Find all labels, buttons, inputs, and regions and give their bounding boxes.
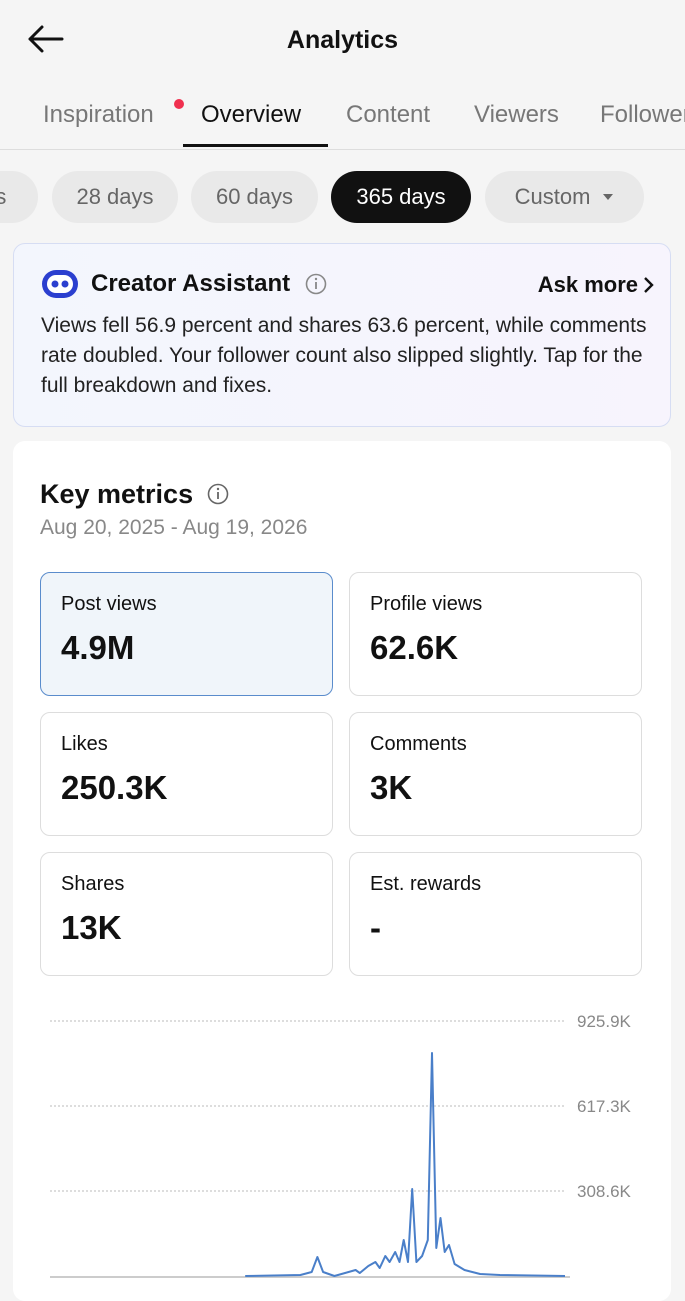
tab[interactable]: Content <box>346 101 431 128</box>
tab[interactable]: Followers <box>600 101 685 128</box>
metric-label: Post views <box>61 593 157 615</box>
date-range: Aug 20, 2025 - Aug 19, 2026 <box>40 516 308 539</box>
y-tick-label: 308.6K <box>577 1182 632 1201</box>
range-label: 365 days <box>356 184 446 209</box>
assistant-title: Creator Assistant <box>91 270 291 297</box>
range-chip[interactable]: 7 days <box>0 171 38 223</box>
metric-value: - <box>370 909 381 946</box>
info-icon[interactable] <box>304 272 328 296</box>
metric-label: Shares <box>61 873 125 895</box>
metric-tile[interactable]: Post views 4.9M <box>40 572 333 696</box>
metrics-title: Key metrics <box>40 479 194 509</box>
assistant-text: Views fell 56.9 percent and shares 63.6 … <box>41 314 647 397</box>
info-icon[interactable] <box>206 482 230 506</box>
metric-label: Profile views <box>370 593 483 615</box>
divider <box>0 149 685 150</box>
metric-tile[interactable]: Shares 13K <box>40 852 333 976</box>
metric-label: Likes <box>61 733 108 755</box>
metric-tile[interactable]: Comments 3K <box>349 712 642 836</box>
range-chip[interactable]: Custom <box>485 171 644 223</box>
ask-more[interactable]: Ask more <box>537 272 638 297</box>
assistant-card[interactable]: Creator Assistant Ask more Views fell 56… <box>13 243 671 427</box>
chevron <box>644 277 654 293</box>
range-chip[interactable]: 365 days <box>331 171 471 223</box>
metric-label: Est. rewards <box>370 873 482 895</box>
range-chip[interactable]: 60 days <box>191 171 318 223</box>
range-bar: 7 days 28 days 60 days 365 days Custom <box>0 0 685 240</box>
tab[interactable]: Overview <box>201 101 302 128</box>
tab-bar: Inspiration Overview Content Viewers Followe… <box>0 0 685 150</box>
metric-tile[interactable]: Profile views 62.6K <box>349 572 642 696</box>
range-label: 60 days <box>215 184 294 209</box>
assistant-icon <box>42 270 78 298</box>
metric-tile[interactable]: Likes 250.3K <box>40 712 333 836</box>
metric-value: 3K <box>370 769 413 806</box>
back-button[interactable] <box>26 24 66 54</box>
tab-underline <box>183 144 328 147</box>
metric-tile[interactable]: Est. rewards - <box>349 852 642 976</box>
y-tick-label: 617.3K <box>577 1097 632 1116</box>
chart: 308.6K 617.3K 925.9K <box>50 1012 632 1278</box>
metric-label: Comments <box>370 733 467 755</box>
tab[interactable]: Inspiration <box>43 101 154 128</box>
range-label: 7 days <box>0 184 7 209</box>
tab[interactable]: Viewers <box>474 101 559 128</box>
range-label: Custom <box>514 184 591 209</box>
range-label: 28 days <box>76 184 154 209</box>
metric-value: 13K <box>61 909 122 946</box>
metric-value: 250.3K <box>61 769 168 806</box>
metric-value: 62.6K <box>370 629 459 666</box>
range-chip[interactable]: 28 days <box>52 171 178 223</box>
page-title: Analytics <box>286 26 399 54</box>
notification-dot <box>174 99 184 109</box>
metric-value: 4.9M <box>61 629 135 666</box>
y-tick-label: 925.9K <box>577 1012 632 1031</box>
data-line <box>245 1052 566 1277</box>
dropdown-icon <box>603 194 614 200</box>
